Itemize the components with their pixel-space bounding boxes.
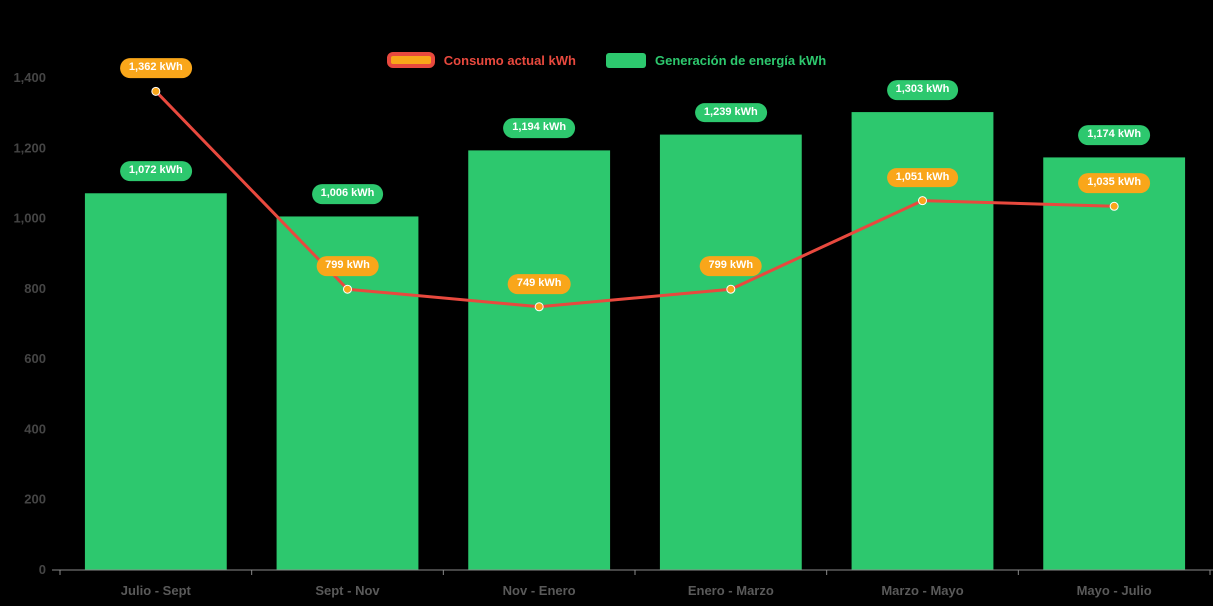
generacion-bar-3[interactable] [659,134,802,570]
generacion-bar-5[interactable] [1043,157,1186,570]
chart-legend: Consumo actual kWh Generación de energía… [0,52,1213,68]
legend-item-consumo[interactable]: Consumo actual kWh [386,52,576,68]
consumo-point-1[interactable] [343,284,352,294]
x-category-label-0: Julio - Sept [121,583,192,598]
y-tick-label-4: 800 [24,281,46,296]
x-category-label-5: Mayo - Julio [1077,583,1152,598]
legend-label-generacion: Generación de energía kWh [654,52,827,68]
x-category-label-2: Nov - Enero [503,583,576,598]
generacion-legend-swatch-icon [605,52,646,68]
y-tick-label-7: 1,400 [13,70,46,85]
generacion-bar-2[interactable] [468,150,611,570]
generacion-bar-4[interactable] [851,112,994,571]
consumo-line [154,89,1116,309]
y-tick-label-5: 1,000 [13,211,46,226]
consumo-legend-swatch-icon [386,52,435,68]
x-category-label-4: Marzo - Mayo [881,583,963,598]
consumo-point-3[interactable] [726,284,736,294]
consumo-point-0[interactable] [151,86,161,96]
generacion-bar-0[interactable] [84,193,227,571]
y-tick-label-1: 200 [24,492,46,507]
y-tick-label-0: 0 [39,562,46,577]
y-tick-label-2: 400 [24,421,46,436]
x-category-label-1: Sept - Nov [315,583,380,598]
consumo-point-5[interactable] [1109,201,1119,211]
x-category-label-3: Enero - Marzo [688,583,774,598]
legend-item-generacion[interactable]: Generación de energía kWh [605,52,827,68]
legend-label-consumo: Consumo actual kWh [443,52,576,68]
y-tick-label-3: 600 [24,351,46,366]
generacion-bar-1[interactable] [276,216,419,570]
consumo-point-4[interactable] [918,196,927,206]
y-tick-label-6: 1,200 [13,140,46,155]
consumo-point-2[interactable] [534,302,544,312]
